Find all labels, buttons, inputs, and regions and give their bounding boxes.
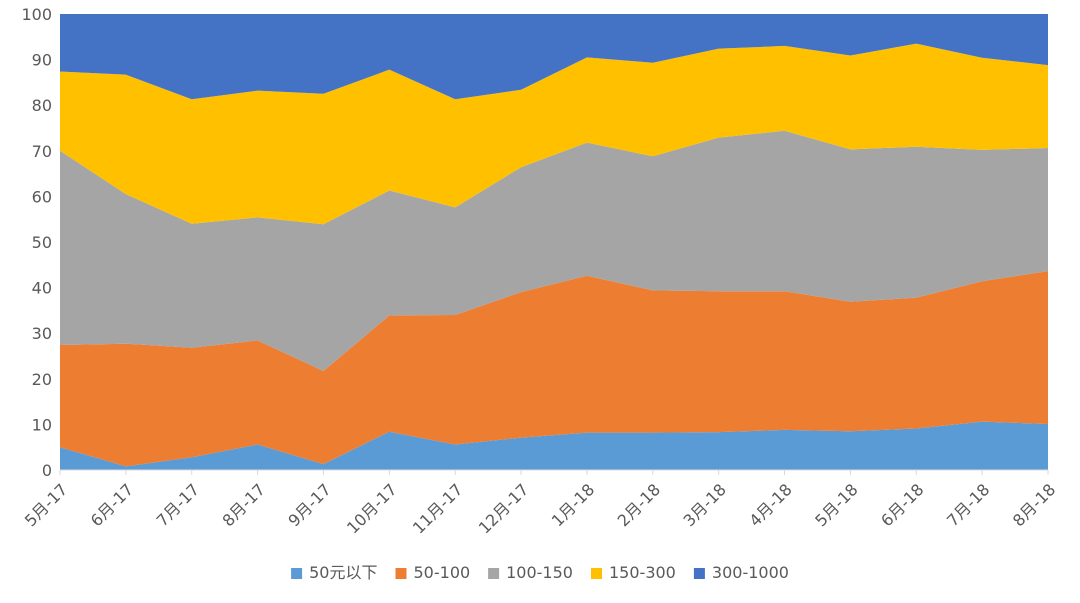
area-series-0	[60, 421, 1048, 470]
x-tick-label: 10月-17	[343, 480, 401, 538]
x-tick-label: 1月-18	[548, 480, 598, 530]
x-tick-label: 4月-18	[745, 480, 795, 530]
x-tick-label: 8月-18	[1009, 480, 1059, 530]
legend-label: 50元以下	[309, 563, 377, 582]
legend: 50元以下 50-100 100-150 150-300 300-1000	[291, 563, 789, 582]
x-tick-label: 6月-18	[877, 480, 927, 530]
legend-label: 100-150	[506, 563, 573, 582]
legend-item-4: 300-1000	[693, 563, 789, 582]
legend-item-0: 50元以下	[291, 563, 377, 582]
y-tick-label: 40	[32, 279, 52, 298]
legend-item-3: 150-300	[591, 563, 676, 582]
area-series-4	[60, 14, 1048, 100]
y-tick-label: 60	[32, 187, 52, 206]
x-tick-label: 12月-17	[475, 480, 533, 538]
area-series-2	[60, 130, 1048, 372]
x-tick-label: 6月-17	[87, 480, 137, 530]
y-tick-label: 10	[32, 415, 52, 434]
legend-label: 300-1000	[712, 563, 789, 582]
y-tick-label: 100	[21, 5, 52, 24]
area-series-1	[60, 271, 1048, 467]
x-tick-label: 2月-18	[614, 480, 664, 530]
y-tick-label: 50	[32, 233, 52, 252]
x-tick-label: 7月-18	[943, 480, 993, 530]
legend-item-2: 100-150	[488, 563, 573, 582]
legend-swatch	[488, 568, 500, 579]
x-tick-label: 9月-17	[284, 480, 334, 530]
y-tick-label: 70	[32, 142, 52, 161]
x-tick-label: 11月-17	[409, 480, 467, 538]
y-tick-label: 0	[42, 461, 52, 480]
legend-swatch	[291, 568, 303, 579]
y-tick-label: 80	[32, 96, 52, 115]
y-tick-label: 20	[32, 370, 52, 389]
legend-swatch	[591, 568, 602, 579]
area-layer	[60, 14, 1048, 470]
y-tick-label: 30	[32, 324, 52, 343]
legend-item-1: 50-100	[395, 563, 471, 582]
area-series-3	[60, 43, 1048, 225]
legend-label: 150-300	[609, 563, 676, 582]
x-tick-label: 8月-17	[218, 480, 268, 530]
legend-swatch	[395, 568, 407, 579]
legend-swatch	[693, 568, 705, 579]
x-tick-label: 7月-17	[153, 480, 203, 530]
y-tick-label: 90	[32, 51, 52, 70]
x-tick-label: 5月-18	[811, 480, 861, 530]
x-tick-label: 3月-18	[680, 480, 730, 530]
legend-label: 50-100	[414, 563, 471, 582]
x-tick-label: 5月-17	[21, 480, 71, 530]
